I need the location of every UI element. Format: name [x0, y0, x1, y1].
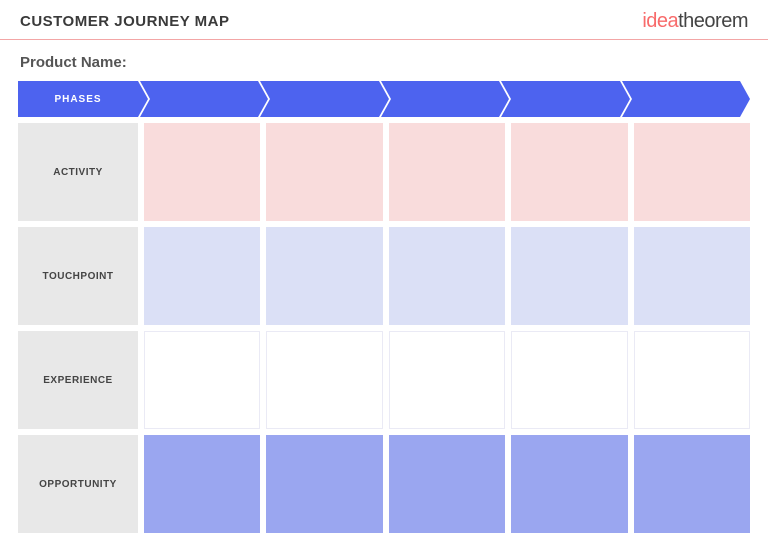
journey-cell [266, 227, 382, 325]
row-label: ACTIVITY [18, 123, 138, 221]
journey-cell [144, 331, 260, 429]
journey-cell [511, 123, 627, 221]
journey-cell [634, 331, 750, 429]
journey-cell [511, 331, 627, 429]
journey-row: TOUCHPOINT [18, 227, 750, 325]
journey-row: OPPORTUNITY [18, 435, 750, 533]
journey-cell [389, 123, 505, 221]
journey-row: ACTIVITY [18, 123, 750, 221]
header-divider [0, 39, 768, 40]
journey-row: EXPERIENCE [18, 331, 750, 429]
journey-cell [389, 331, 505, 429]
journey-cell [389, 435, 505, 533]
header: CUSTOMER JOURNEY MAP ideatheorem [0, 0, 768, 39]
journey-cell [634, 123, 750, 221]
phase-arrow [381, 81, 499, 117]
journey-cell [144, 435, 260, 533]
phase-arrow [140, 81, 258, 117]
journey-cell [144, 123, 260, 221]
journey-cell [511, 435, 627, 533]
phase-arrow [501, 81, 619, 117]
row-label: EXPERIENCE [18, 331, 138, 429]
phases-row: PHASES [18, 81, 750, 117]
logo-part-2: theorem [678, 10, 748, 32]
brand-logo: ideatheorem [642, 10, 748, 33]
journey-cell [266, 123, 382, 221]
journey-cell [634, 435, 750, 533]
journey-grid: PHASES ACTIVITYTOUCHPOINTEXPERIENCEOPPOR… [0, 81, 768, 553]
row-label: TOUCHPOINT [18, 227, 138, 325]
logo-part-1: idea [642, 10, 678, 32]
journey-cell [389, 227, 505, 325]
journey-cell [266, 331, 382, 429]
journey-cell [144, 227, 260, 325]
journey-cell [634, 227, 750, 325]
product-name-label: Product Name: [0, 50, 768, 81]
phases-header-label: PHASES [18, 81, 138, 117]
journey-cell [511, 227, 627, 325]
phase-arrow [622, 81, 740, 117]
page-title: CUSTOMER JOURNEY MAP [20, 13, 229, 30]
row-label: OPPORTUNITY [18, 435, 138, 533]
phase-arrow [260, 81, 378, 117]
journey-cell [266, 435, 382, 533]
